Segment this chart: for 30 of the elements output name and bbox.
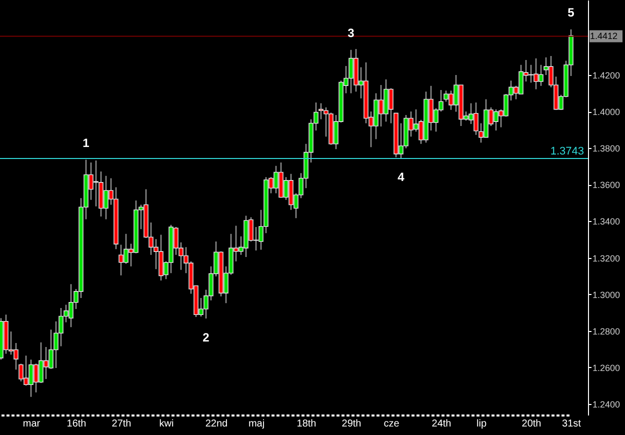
annotation: 5 bbox=[568, 5, 575, 20]
x-tick-label: kwi bbox=[159, 418, 174, 430]
annotation: 3 bbox=[348, 26, 355, 40]
x-tick-label: 18th bbox=[296, 418, 316, 430]
y-tick-label: 1.3600 bbox=[592, 180, 620, 190]
x-tick-label: 31st bbox=[562, 418, 582, 430]
y-tick-label: 1.3200 bbox=[592, 253, 620, 264]
y-tick-label: 1.4200 bbox=[592, 70, 620, 80]
x-tick-label: 27th bbox=[112, 418, 132, 430]
x-tick-label: 24th bbox=[432, 418, 452, 430]
annotation: 2 bbox=[202, 330, 210, 344]
y-tick-label: 1.2400 bbox=[592, 400, 620, 410]
ref-line-label: 1.4412 bbox=[590, 31, 618, 42]
annotation: 4 bbox=[398, 170, 405, 184]
y-tick-label: 1.2800 bbox=[592, 326, 620, 336]
y-tick-label: 1.3800 bbox=[592, 144, 620, 154]
x-tick-label: lip bbox=[476, 418, 487, 430]
x-tick-label: cze bbox=[384, 418, 400, 430]
y-tick-label: 1.3400 bbox=[592, 216, 620, 227]
x-tick-label: mar bbox=[22, 418, 41, 430]
y-tick-label: 1.4000 bbox=[592, 107, 620, 118]
annotation: 1 bbox=[82, 136, 90, 150]
x-tick-label: 16th bbox=[66, 418, 86, 430]
x-tick-label: maj bbox=[248, 418, 265, 430]
y-tick-label: 1.3000 bbox=[592, 290, 620, 300]
x-tick-label: 20th bbox=[522, 418, 542, 430]
ref-line-label: 1.3743 bbox=[550, 146, 584, 158]
y-tick-label: 1.2600 bbox=[592, 362, 620, 373]
x-tick-label: 22nd bbox=[205, 418, 228, 430]
x-tick-label: 29th bbox=[342, 418, 362, 430]
